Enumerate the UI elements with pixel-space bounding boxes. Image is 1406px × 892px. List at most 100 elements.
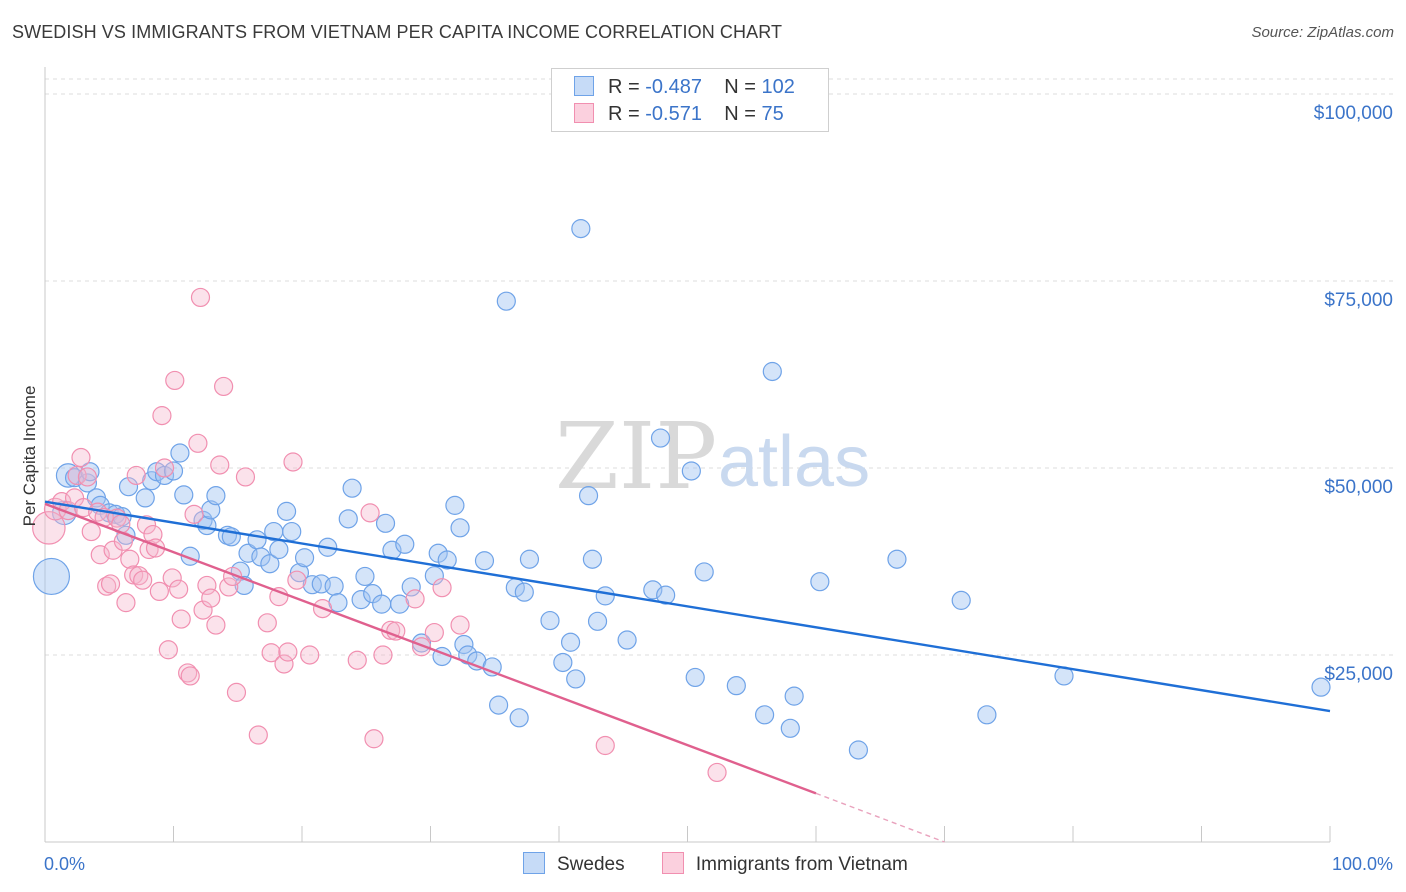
point-swedes (77, 473, 98, 493)
y-tick-label: $75,000 (1324, 290, 1393, 311)
n-label: N = (724, 76, 762, 98)
point-swedes (395, 534, 415, 554)
r-label: R = (608, 103, 646, 125)
trend-line-vietnam (44, 502, 817, 795)
point-swedes (174, 485, 194, 505)
point-vietnam (71, 447, 91, 468)
point-vietnam (235, 467, 256, 487)
r-value-swedes: -0.487 (645, 76, 702, 98)
series-vietnam-points (32, 287, 727, 783)
point-swedes (509, 708, 529, 728)
axes (44, 67, 1331, 843)
point-swedes (553, 652, 573, 673)
point-vietnam (81, 521, 101, 542)
tick-labels: $25,000 $50,000 $75,000 $100,000 0.0% 100.0% (44, 103, 1393, 874)
point-swedes (118, 477, 139, 497)
point-swedes (454, 634, 474, 655)
point-vietnam (283, 452, 303, 472)
y-tick-label: $100,000 (1314, 103, 1393, 124)
point-swedes (650, 428, 671, 448)
point-swedes (282, 521, 302, 542)
point-vietnam (364, 729, 384, 749)
point-vietnam (116, 593, 136, 613)
watermark-atlas: atlas (718, 422, 870, 502)
watermark: ZIP atlas (555, 403, 870, 510)
point-swedes (390, 594, 410, 614)
r-label: R = (608, 76, 646, 98)
point-vietnam (201, 588, 221, 608)
point-swedes (269, 539, 289, 560)
point-swedes (595, 586, 615, 606)
point-swedes (560, 632, 581, 652)
series-swedes-points (32, 219, 1331, 760)
point-vietnam (154, 458, 175, 478)
point-swedes (643, 580, 663, 600)
point-swedes (142, 471, 162, 491)
chart-title: SWEDISH VS IMMIGRANTS FROM VIETNAM PER C… (12, 22, 783, 42)
point-swedes (848, 740, 869, 760)
point-swedes (977, 705, 997, 725)
point-vietnam (257, 613, 277, 633)
point-vietnam (373, 645, 393, 665)
point-swedes (445, 495, 465, 515)
point-vietnam (120, 549, 140, 569)
point-swedes (1311, 677, 1331, 697)
point-vietnam (67, 465, 87, 486)
point-swedes (571, 219, 591, 239)
point-swedes (514, 582, 534, 602)
point-vietnam (300, 645, 320, 665)
point-swedes (685, 667, 705, 688)
series-legend: Swedes Immigrants from Vietnam (523, 852, 940, 876)
point-swedes (450, 518, 470, 538)
point-vietnam (152, 406, 172, 426)
swatch-swedes (574, 76, 594, 96)
point-vietnam (405, 589, 425, 609)
point-vietnam (219, 577, 239, 597)
point-vietnam (206, 615, 226, 635)
point-swedes (355, 566, 375, 587)
point-swedes (289, 563, 310, 583)
r-value-vietnam: -0.571 (645, 103, 702, 125)
point-swedes (762, 361, 782, 382)
legend-item-vietnam: Immigrants from Vietnam (661, 852, 908, 876)
point-vietnam (411, 637, 432, 657)
point-vietnam (360, 503, 380, 523)
point-swedes (578, 486, 599, 506)
legend-row-swedes: R = -0.487 N = 102 (574, 75, 795, 99)
point-vietnam (100, 574, 121, 594)
point-swedes (424, 566, 444, 586)
point-swedes (351, 590, 371, 610)
point-swedes (474, 551, 495, 571)
point-vietnam (193, 600, 213, 620)
point-vietnam (149, 581, 169, 602)
point-vietnam (90, 545, 110, 565)
point-swedes (496, 291, 516, 311)
swatch-vietnam (574, 103, 594, 123)
y-tick-label: $25,000 (1324, 664, 1393, 685)
n-value-swedes: 102 (761, 76, 795, 98)
point-vietnam (278, 642, 298, 662)
point-swedes (206, 486, 226, 506)
point-swedes (247, 530, 267, 550)
point-swedes (951, 590, 971, 610)
point-vietnam (180, 666, 200, 686)
point-swedes (170, 443, 190, 463)
point-swedes (401, 577, 421, 597)
point-swedes (694, 562, 714, 582)
point-vietnam (287, 570, 307, 590)
point-vietnam (178, 663, 198, 683)
point-vietnam (248, 725, 268, 745)
point-swedes (566, 669, 586, 689)
point-swedes (80, 462, 100, 482)
point-swedes (681, 461, 701, 481)
legend-label-swedes: Swedes (557, 854, 625, 875)
point-vietnam (707, 762, 727, 783)
point-vietnam (226, 682, 247, 702)
point-vietnam (162, 568, 182, 588)
point-vietnam (595, 735, 615, 756)
point-vietnam (424, 622, 444, 643)
point-swedes (519, 549, 540, 569)
watermark-zip: ZIP (555, 403, 717, 510)
point-swedes (754, 705, 775, 725)
